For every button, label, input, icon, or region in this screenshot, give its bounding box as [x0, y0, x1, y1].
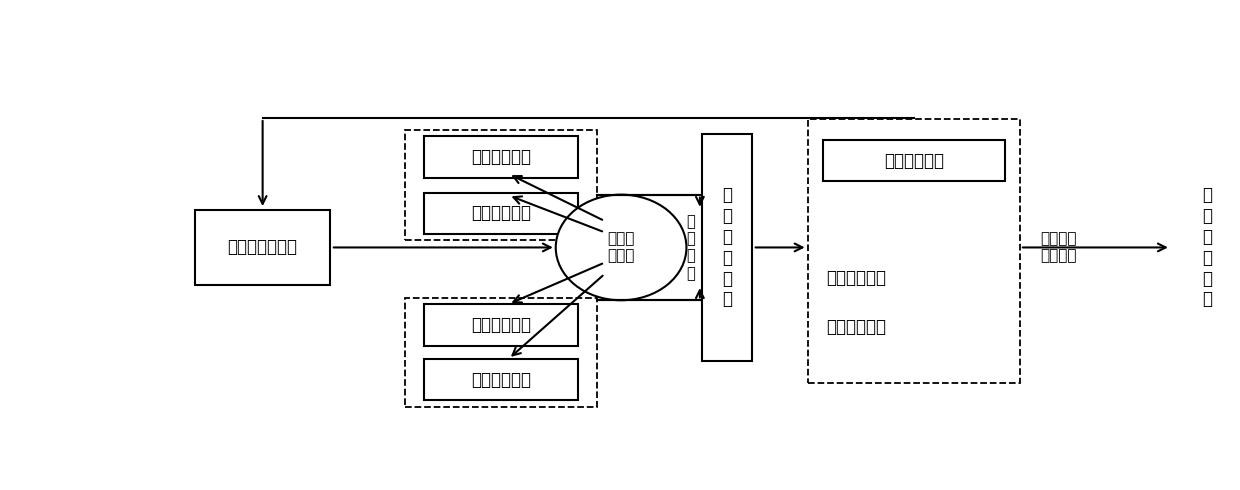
Text: 历史施
工数据: 历史施 工数据	[608, 231, 635, 264]
Bar	[424, 359, 578, 400]
Text: 控
制
目
标: 控 制 目 标	[687, 214, 696, 281]
Text: 油
压
优
化
模
块: 油 压 优 化 模 块	[722, 187, 732, 308]
Bar	[404, 297, 598, 407]
Bar	[823, 140, 1006, 181]
Ellipse shape	[556, 195, 687, 300]
Bar	[1172, 134, 1240, 361]
Text: 数据预处理模块: 数据预处理模块	[228, 239, 298, 256]
Bar	[808, 119, 1019, 383]
Text: 超出偏航
允许阈值: 超出偏航 允许阈值	[1040, 231, 1076, 264]
Bar	[702, 134, 751, 361]
Text: 紧
急
停
机
信
号: 紧 急 停 机 信 号	[1203, 187, 1213, 308]
Text: 盾构实时姿态: 盾构实时姿态	[826, 269, 885, 287]
Text: 自动学习模块: 自动学习模块	[471, 370, 531, 389]
Bar	[424, 193, 578, 234]
Bar	[424, 304, 578, 345]
Bar	[196, 210, 330, 285]
Text: 自动学习模块: 自动学习模块	[471, 204, 531, 222]
Text: 油压姿态模块: 油压姿态模块	[471, 148, 531, 166]
Text: 实时监测模块: 实时监测模块	[884, 152, 944, 170]
Text: 隧道设计轴线: 隧道设计轴线	[826, 318, 885, 336]
Bar	[424, 136, 578, 178]
Bar	[404, 130, 598, 240]
Text: 轨迹策略模块: 轨迹策略模块	[471, 316, 531, 334]
